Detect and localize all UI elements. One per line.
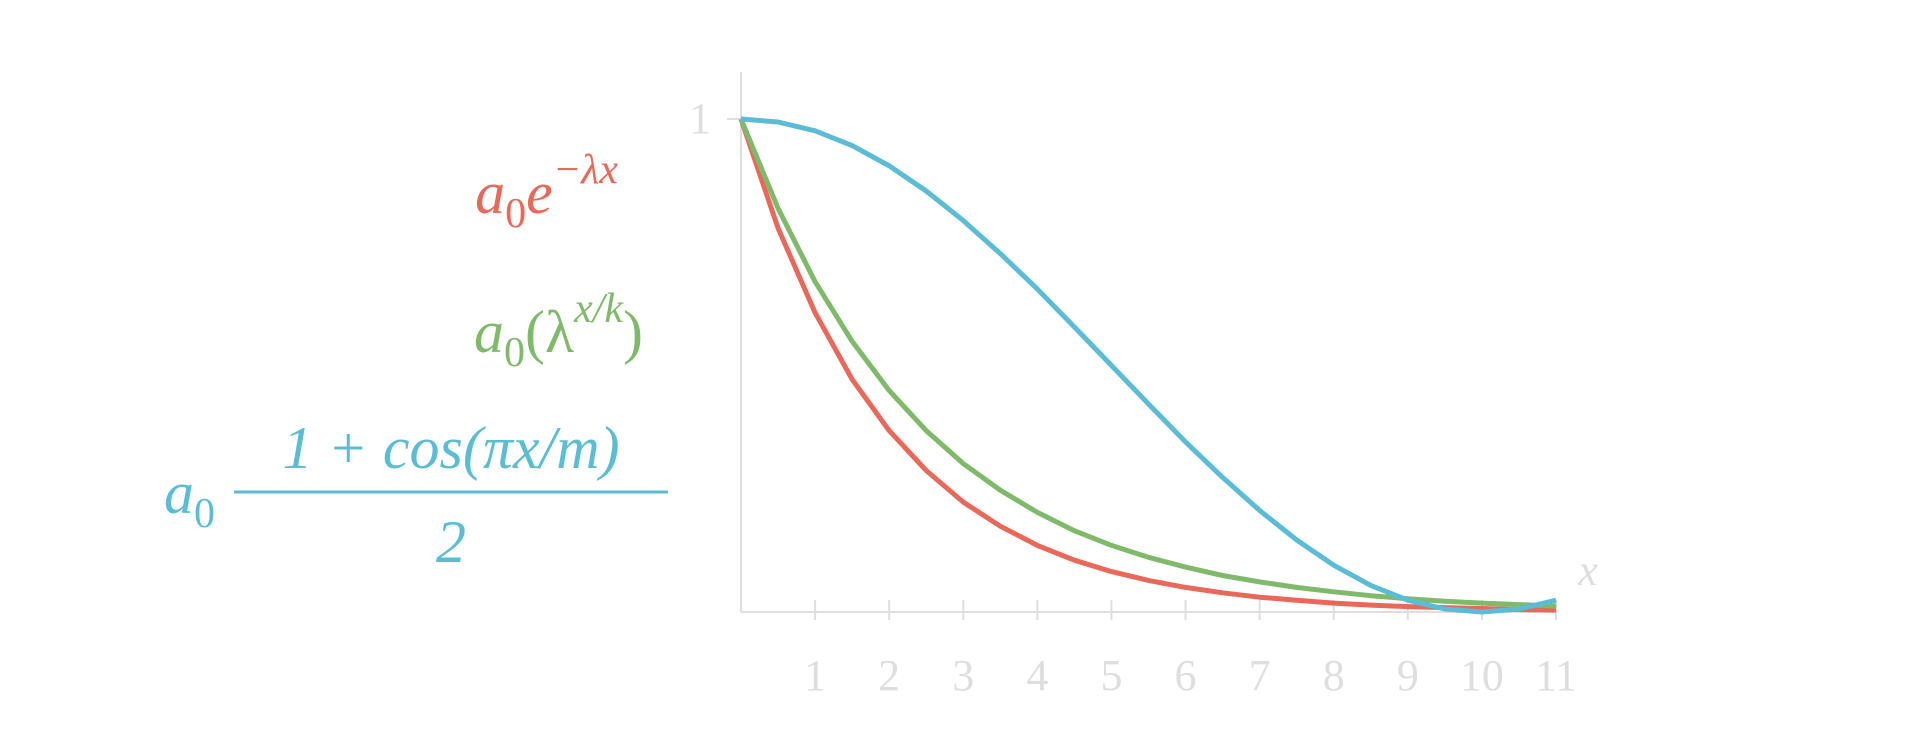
x-tick-label: 2 [878,651,900,700]
fraction-denominator: 2 [436,509,466,575]
label-sub: 0 [505,191,526,237]
x-tick-label: 4 [1026,651,1048,700]
label-base: a [475,160,505,226]
x-tick-label: 6 [1175,651,1197,700]
curve [740,116,1557,615]
fraction-numerator: 1 + cos(πx/m) [282,415,619,481]
x-tick-label: 10 [1460,651,1504,700]
label-base: ) [623,299,643,365]
curve [738,118,1557,609]
y-tick-label: 1 [689,94,711,143]
x-tick-label: 3 [952,651,974,700]
label-base: e [526,160,553,226]
formula-label: a0(λx/k) [474,286,643,376]
x-tick-label: 9 [1397,651,1419,700]
label-sup: −λx [553,147,619,193]
label-sub: 0 [504,330,525,376]
label-base: a [474,299,504,365]
x-tick-label: 1 [804,651,826,700]
label-sup: x/k [573,286,624,332]
label-sub: 0 [194,491,215,537]
x-tick-label: 5 [1100,651,1122,700]
x-axis-label: x [1577,546,1598,595]
x-tick-label: 11 [1535,651,1577,700]
label-base: a [164,460,194,526]
x-tick-label: 7 [1249,651,1271,700]
formula-label: a0 [164,460,215,537]
curve [738,118,1557,613]
formula-label: a0e−λx [475,147,618,237]
label-base: (λ [525,299,574,365]
x-tick-label: 8 [1323,651,1345,700]
